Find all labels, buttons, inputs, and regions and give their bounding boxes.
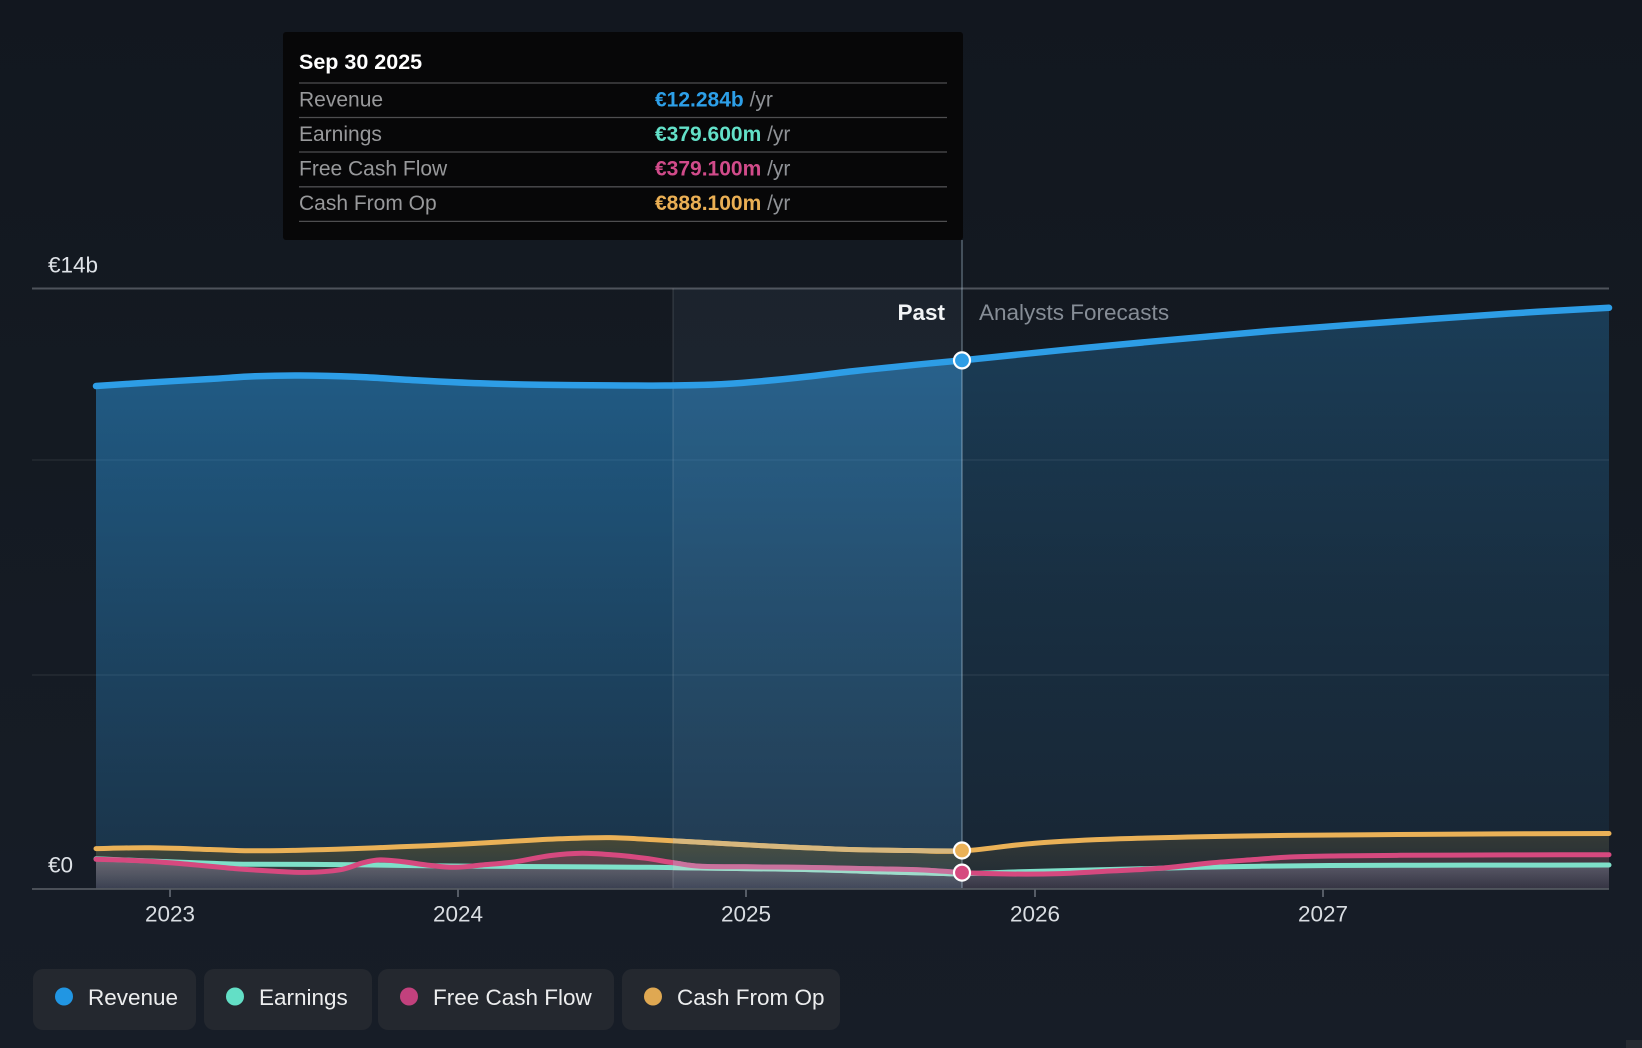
svg-text:€379.600m /yr: €379.600m /yr xyxy=(655,123,790,146)
svg-text:Revenue: Revenue xyxy=(88,985,178,1010)
svg-text:€0: €0 xyxy=(48,853,73,878)
svg-text:Earnings: Earnings xyxy=(259,985,348,1010)
svg-text:2024: 2024 xyxy=(433,902,483,927)
svg-text:Free Cash Flow: Free Cash Flow xyxy=(299,158,448,181)
svg-text:2027: 2027 xyxy=(1298,902,1348,927)
svg-text:€12.284b /yr: €12.284b /yr xyxy=(655,89,773,112)
svg-text:Free Cash Flow: Free Cash Flow xyxy=(433,985,593,1010)
svg-text:€379.100m /yr: €379.100m /yr xyxy=(655,158,790,181)
svg-text:2026: 2026 xyxy=(1010,902,1060,927)
svg-text:Past: Past xyxy=(897,300,945,325)
svg-text:2025: 2025 xyxy=(721,902,771,927)
svg-text:€14b: €14b xyxy=(48,253,98,278)
svg-text:Sep 30 2025: Sep 30 2025 xyxy=(299,50,422,74)
svg-text:€888.100m /yr: €888.100m /yr xyxy=(655,192,790,215)
svg-text:Earnings: Earnings xyxy=(299,123,382,146)
svg-text:Cash From Op: Cash From Op xyxy=(677,985,825,1010)
svg-text:Cash From Op: Cash From Op xyxy=(299,192,437,215)
svg-text:Analysts Forecasts: Analysts Forecasts xyxy=(979,300,1169,325)
svg-text:Revenue: Revenue xyxy=(299,89,383,112)
svg-text:2023: 2023 xyxy=(145,902,195,927)
